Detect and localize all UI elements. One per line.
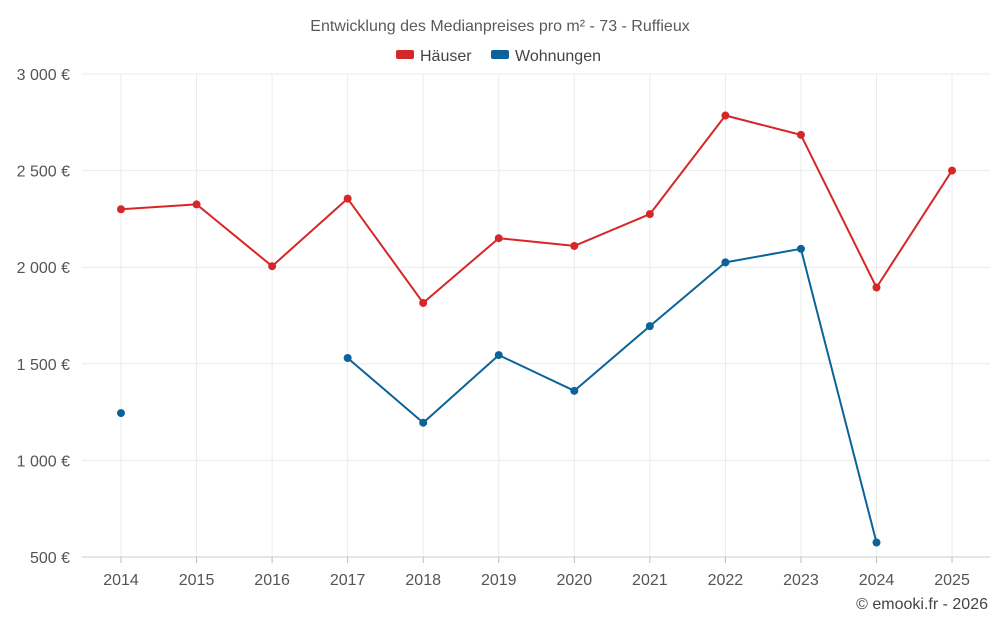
legend-item-wohnungen[interactable]: Wohnungen	[491, 48, 601, 65]
data-point[interactable]	[570, 241, 579, 250]
chart-title: Entwicklung des Medianpreises pro m² - 7…	[310, 18, 689, 35]
series-line	[120, 114, 953, 304]
x-tick-label: 2014	[103, 572, 139, 589]
y-tick-label: 2 000 €	[17, 260, 70, 277]
y-tick-label: 3 000 €	[17, 67, 70, 84]
data-point[interactable]	[721, 258, 730, 267]
data-point[interactable]	[494, 234, 503, 243]
data-point[interactable]	[268, 262, 277, 271]
x-tick-label: 2020	[557, 572, 593, 589]
data-point[interactable]	[948, 166, 957, 175]
axes: 500 € 1 000 € 1 500 € 2 000 € 2 500 € 3 000 €…	[17, 67, 990, 589]
y-tick-label: 500 €	[30, 550, 70, 567]
x-tick-label: 2025	[934, 572, 970, 589]
legend-label: Wohnungen	[515, 48, 601, 65]
data-point[interactable]	[494, 351, 503, 360]
data-point[interactable]	[645, 210, 654, 219]
data-point[interactable]	[192, 200, 201, 209]
data-point[interactable]	[796, 244, 805, 253]
data-point[interactable]	[343, 354, 352, 363]
x-tick-label: 2019	[481, 572, 517, 589]
y-tick-label: 1 500 €	[17, 357, 70, 374]
data-point[interactable]	[117, 409, 125, 418]
data-point[interactable]	[721, 111, 730, 120]
x-tick-label: 2024	[859, 572, 895, 589]
legend-swatch	[491, 50, 509, 59]
data-point[interactable]	[419, 418, 428, 427]
series-layer	[117, 111, 957, 547]
data-point[interactable]	[872, 283, 881, 292]
data-point[interactable]	[796, 130, 805, 139]
legend-label: Häuser	[420, 48, 472, 65]
series-häuser	[117, 111, 957, 307]
x-tick-label: 2015	[179, 572, 215, 589]
y-tick-label: 2 500 €	[17, 164, 70, 181]
series-wohnungen	[117, 244, 881, 547]
y-tick-label: 1 000 €	[17, 453, 70, 470]
data-point[interactable]	[645, 322, 654, 331]
data-point[interactable]	[343, 194, 352, 203]
x-tick-label: 2023	[783, 572, 819, 589]
grid-lines	[82, 73, 990, 558]
x-tick-label: 2016	[254, 572, 290, 589]
legend-swatch	[396, 50, 414, 59]
data-point[interactable]	[419, 298, 428, 307]
x-tick-label: 2021	[632, 572, 668, 589]
series-line	[346, 247, 878, 543]
x-tick-label: 2017	[330, 572, 366, 589]
legend-item-häuser[interactable]: Häuser	[396, 48, 472, 65]
data-point[interactable]	[117, 205, 125, 214]
x-tick-label: 2022	[708, 572, 744, 589]
legend[interactable]: Häuser Wohnungen	[396, 48, 601, 65]
data-point[interactable]	[570, 386, 579, 395]
data-point[interactable]	[872, 538, 881, 547]
credit-text: © emooki.fr - 2026	[856, 596, 988, 613]
x-tick-label: 2018	[405, 572, 441, 589]
